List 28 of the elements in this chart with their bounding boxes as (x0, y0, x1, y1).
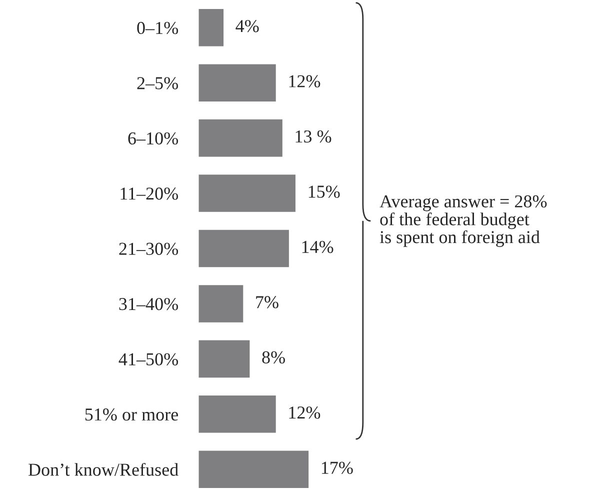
y-tick-label: 21–30% (119, 242, 178, 255)
data-label: 8% (262, 351, 285, 364)
bar (198, 228, 290, 269)
bar (198, 338, 252, 379)
data-label: 12% (289, 75, 320, 88)
y-tick-label: Don’t know/Refused (28, 462, 178, 476)
data-label: 12% (289, 406, 320, 419)
text: Average answer = 28% of the federal budget is spent on foreign aid (380, 195, 547, 247)
data-label: 7% (256, 296, 278, 308)
data-label: 14% (302, 240, 334, 254)
y-tick-label: 11–20% (120, 188, 178, 200)
y-tick-label: 41–50% (118, 353, 178, 366)
bar (198, 394, 278, 434)
data-label: 17% (322, 462, 353, 474)
y-tick-label: 0–1% (137, 22, 178, 34)
data-label: 15% (308, 186, 340, 198)
y-tick-label: 6–10% (128, 132, 178, 145)
y-tick-label: 31–40% (119, 298, 178, 310)
bar (198, 8, 225, 48)
y-tick-label: 51% or more (85, 408, 178, 421)
bar (198, 449, 310, 490)
bar (198, 284, 245, 324)
bar (198, 118, 284, 158)
y-tick-label: 2–5% (137, 77, 178, 90)
data-label: 4% (236, 20, 259, 32)
data-label: 13 % (296, 130, 332, 143)
bar (198, 62, 278, 103)
bar (198, 173, 297, 214)
